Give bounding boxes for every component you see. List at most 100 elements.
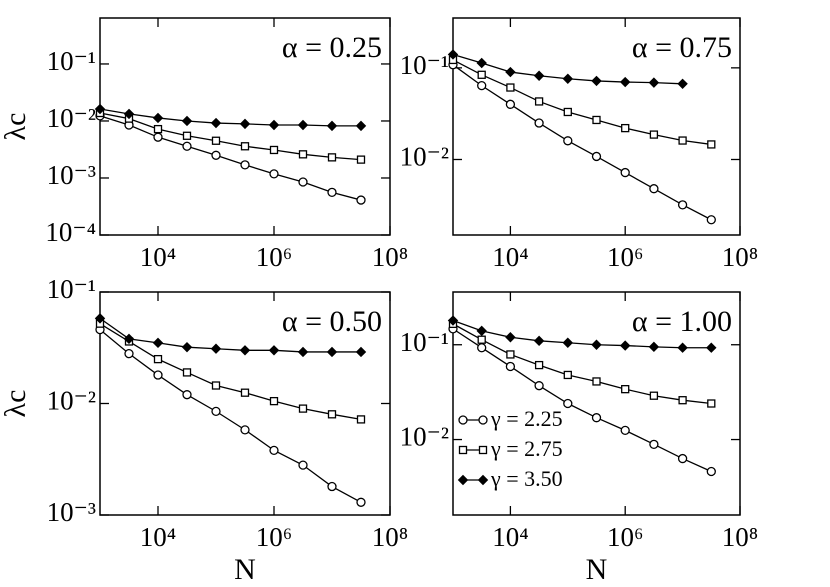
marker	[153, 370, 163, 380]
marker	[182, 141, 192, 151]
annotation: α = 1.00	[632, 305, 732, 338]
x-tick-label: 10⁶	[256, 522, 292, 552]
marker	[478, 445, 488, 455]
annotation: α = 0.50	[282, 305, 382, 338]
marker	[240, 388, 250, 397]
marker	[706, 342, 717, 353]
marker	[477, 80, 487, 91]
marker	[269, 445, 279, 456]
marker	[123, 108, 135, 120]
marker	[181, 341, 193, 353]
y-tick-label: 10⁻²	[47, 386, 96, 416]
y-tick-label: 10⁻¹	[47, 46, 96, 76]
marker	[239, 118, 251, 130]
marker	[152, 112, 164, 124]
marker	[182, 131, 192, 140]
marker	[239, 345, 251, 356]
marker	[649, 391, 659, 400]
marker	[505, 361, 516, 372]
series-line	[99, 317, 361, 353]
marker	[505, 99, 516, 109]
marker	[648, 77, 660, 88]
series-line	[99, 112, 362, 161]
marker	[649, 184, 659, 194]
marker	[534, 360, 544, 370]
marker	[181, 115, 193, 127]
y-axis-label: λc	[0, 113, 32, 141]
marker	[356, 155, 366, 164]
x-tick-label: 10⁴	[492, 522, 528, 552]
x-tick-label: 10⁴	[492, 242, 528, 272]
marker	[476, 325, 487, 337]
marker	[124, 348, 134, 359]
series-line	[452, 328, 712, 473]
marker	[211, 406, 221, 417]
marker	[355, 120, 367, 132]
marker	[562, 337, 574, 348]
y-tick-label: 10⁻²	[47, 103, 96, 133]
marker	[477, 335, 486, 344]
x-tick-label: 10⁴	[140, 522, 176, 552]
marker	[649, 130, 659, 139]
marker	[620, 425, 630, 436]
marker	[677, 78, 688, 90]
marker	[356, 195, 366, 205]
marker	[153, 132, 163, 142]
marker	[619, 76, 631, 88]
series-line	[452, 59, 712, 146]
y-axis-label: λc	[0, 390, 32, 418]
marker	[677, 453, 688, 464]
marker	[706, 215, 716, 225]
marker	[152, 337, 164, 349]
marker	[298, 460, 308, 470]
x-axis-label: N	[234, 553, 256, 586]
series-line	[99, 115, 362, 201]
marker	[533, 335, 545, 347]
marker	[505, 66, 516, 78]
x-tick-label: 10⁸	[722, 522, 758, 552]
marker	[326, 346, 338, 358]
series-line	[452, 64, 712, 221]
marker	[534, 97, 544, 106]
y-tick-label: 10⁻³	[47, 160, 96, 190]
marker	[123, 333, 135, 345]
marker	[327, 187, 337, 197]
marker	[563, 398, 573, 409]
marker	[447, 49, 459, 60]
x-tick-label: 10⁶	[607, 522, 643, 552]
y-tick-label: 10⁻³	[47, 497, 96, 527]
x-tick-label: 10⁸	[372, 522, 408, 552]
marker	[477, 343, 487, 353]
marker	[356, 415, 366, 424]
marker	[506, 83, 515, 92]
series-line	[99, 323, 362, 421]
x-tick-label: 10⁶	[607, 242, 643, 272]
marker	[298, 177, 308, 187]
x-tick-label: 10⁴	[140, 242, 176, 272]
marker	[678, 136, 687, 145]
annotation: α = 0.75	[632, 31, 732, 64]
marker	[269, 145, 279, 155]
marker	[94, 313, 106, 324]
series-line	[99, 329, 362, 503]
marker	[240, 425, 250, 435]
plot-frame	[452, 17, 741, 236]
plot-frame	[452, 291, 741, 516]
marker	[457, 474, 469, 486]
marker	[476, 57, 487, 69]
marker	[355, 346, 367, 358]
marker	[562, 73, 574, 84]
marker	[297, 346, 309, 358]
marker	[327, 153, 337, 162]
x-tick-label: 10⁸	[372, 242, 408, 272]
marker	[477, 70, 486, 79]
marker	[678, 396, 687, 405]
marker	[505, 332, 516, 343]
marker	[563, 107, 572, 117]
x-tick-label: 10⁶	[256, 242, 292, 272]
marker	[240, 142, 250, 151]
marker	[563, 136, 573, 146]
marker	[620, 167, 630, 178]
marker	[298, 150, 308, 159]
legend-label: γ = 2.25	[490, 406, 563, 431]
